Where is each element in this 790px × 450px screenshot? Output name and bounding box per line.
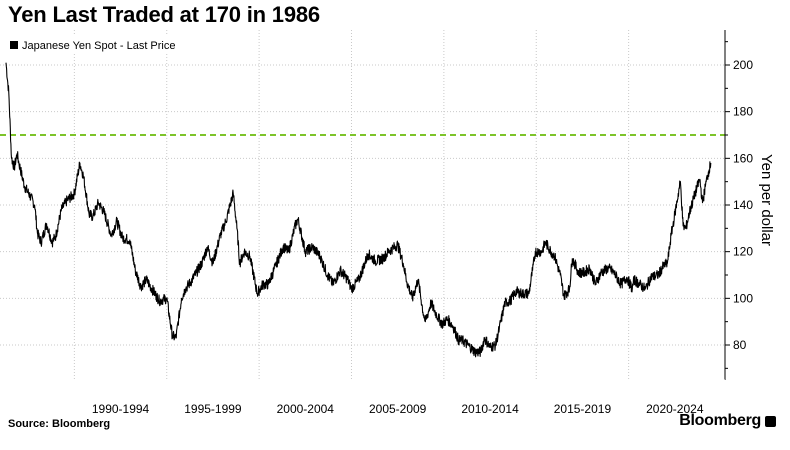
brand-logo: Bloomberg — [679, 412, 776, 430]
y-tick-label: 80 — [733, 338, 747, 352]
x-tick-label: 2010-2014 — [461, 402, 519, 416]
chart-title: Yen Last Traded at 170 in 1986 — [8, 2, 320, 27]
axis-layer: 80 100 120 140 160 180 200 Yen per dollar 1990-1… — [0, 30, 775, 416]
legend-swatch — [10, 41, 18, 49]
y-tick-label: 180 — [733, 105, 753, 119]
x-tick-label: 2005-2009 — [369, 402, 427, 416]
series-layer — [5, 62, 712, 358]
brand-name: Bloomberg — [679, 412, 761, 429]
y-tick-label: 120 — [733, 245, 753, 259]
y-axis-title: Yen per dollar — [758, 154, 775, 246]
y-tick-label: 140 — [733, 198, 753, 212]
brand-mark-icon — [765, 415, 776, 427]
x-tick-label: 1995-1999 — [184, 402, 242, 416]
x-tick-label: 2000-2004 — [277, 402, 335, 416]
legend-box — [6, 36, 196, 54]
legend-label: Japanese Yen Spot - Last Price — [22, 40, 176, 52]
y-tick-label: 200 — [733, 58, 753, 72]
legend-layer: Japanese Yen Spot - Last Price — [6, 36, 196, 54]
x-tick-label: 2015-2019 — [554, 402, 612, 416]
y-tick-label: 160 — [733, 151, 753, 165]
x-tick-label: 2020-2024 — [646, 402, 704, 416]
series-line-yen-spot — [5, 62, 712, 358]
grid-layer — [0, 30, 725, 380]
y-tick-label: 100 — [733, 291, 753, 305]
source-note: Source: Bloomberg — [8, 418, 111, 430]
x-tick-label: 1990-1994 — [92, 402, 150, 416]
